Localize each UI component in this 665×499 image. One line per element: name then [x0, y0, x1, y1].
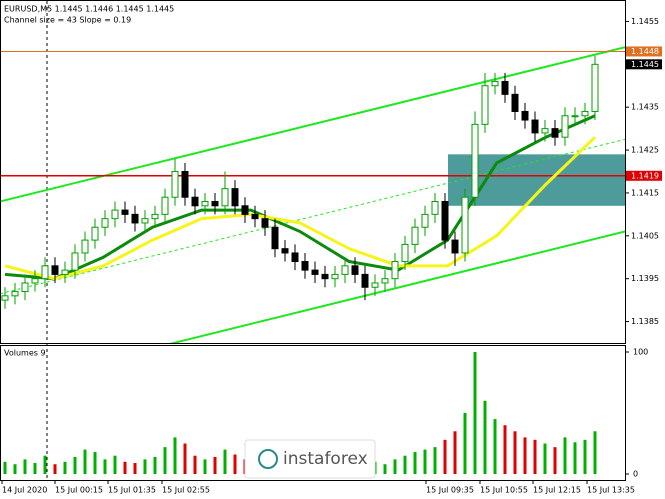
x-tick-label: 14 Jul 2020 [2, 486, 47, 495]
candle-body [511, 93, 519, 112]
channel-line [1, 138, 625, 294]
candle-body [211, 201, 219, 207]
candle-body [501, 80, 509, 95]
candle-body [191, 196, 199, 207]
x-tick-label: 15 Jul 00:15 [55, 486, 103, 495]
candle-body [201, 201, 209, 207]
candle-body [251, 213, 259, 220]
candle-body [451, 239, 459, 254]
candle-body [421, 213, 429, 228]
y-tick-label: 1.1405 [631, 231, 659, 240]
axis-bg [626, 0, 665, 499]
volume-title: Volumes 9 [4, 349, 46, 358]
candle-body [11, 291, 19, 297]
indicator-text: Channel size = 43 Slope = 0.19 [4, 16, 131, 25]
candle-body [291, 252, 299, 263]
x-tick-label: 15 Jul 09:35 [426, 486, 474, 495]
watermark-box [244, 439, 376, 479]
candle-body [331, 273, 339, 280]
candle-body [311, 269, 319, 275]
candle-body [131, 213, 139, 224]
candle-body [231, 188, 239, 207]
last-price-tag [626, 59, 662, 70]
candle-body [591, 63, 599, 112]
candle-body [41, 265, 49, 280]
candle-body [301, 261, 309, 271]
candle-body [271, 226, 279, 250]
x-tick-label: 15 Jul 10:55 [480, 486, 528, 495]
candle-body [371, 282, 379, 288]
candle-body [111, 209, 119, 220]
candle-body [281, 248, 289, 254]
x-tick-label: 15 Jul 13:35 [587, 486, 635, 495]
watermark-icon [258, 449, 278, 469]
candle-body [521, 110, 529, 121]
candle-body [461, 196, 469, 254]
candle-body [21, 282, 29, 293]
moving-average [4, 136, 597, 281]
candle-body [261, 218, 269, 228]
y-tick-label: 1.1425 [631, 146, 659, 155]
candle-body [221, 188, 229, 207]
volume-tick-label: 100 [633, 348, 648, 357]
candle-body [381, 278, 389, 284]
y-tick-label: 1.1395 [631, 274, 659, 283]
y-tick-label: 1.1455 [631, 17, 659, 26]
candle-body [91, 226, 99, 241]
y-tick-label: 1.1435 [631, 103, 659, 112]
support-tag [626, 170, 662, 181]
candle-body [141, 218, 149, 224]
candle-body [571, 115, 579, 118]
candle-body [341, 265, 349, 275]
candle-body [561, 115, 569, 138]
candle-body [161, 196, 169, 215]
resistance-tag-label: 1.1448 [631, 47, 659, 56]
x-tick-label: 15 Jul 02:55 [162, 486, 210, 495]
candle-body [361, 273, 369, 288]
volume-tick-label: 0 [633, 470, 638, 479]
candle-body [61, 269, 69, 275]
channel-line [169, 230, 625, 343]
y-tick-label: 1.1385 [631, 317, 659, 326]
candle-body [471, 123, 479, 198]
candle-body [121, 209, 129, 215]
candle-body [431, 201, 439, 215]
candle-body [441, 201, 449, 241]
candle-body [481, 85, 489, 125]
watermark: instaforex [283, 449, 368, 469]
price-layer [1, 46, 625, 343]
candle-body [31, 278, 39, 284]
moving-average [4, 114, 596, 281]
candle-body [71, 252, 79, 271]
candle-body [181, 171, 189, 198]
candle-body [241, 205, 249, 215]
candle-body [151, 213, 159, 220]
candle-body [541, 128, 549, 134]
candle-body [531, 119, 539, 134]
last-price-tag-label: 1.1445 [631, 60, 659, 69]
y-tick-label: 1.1415 [631, 188, 659, 197]
support-tag-label: 1.1419 [631, 171, 659, 180]
candle-body [491, 80, 499, 87]
x-tick-label: 15 Jul 12:15 [533, 486, 581, 495]
candle-body [411, 226, 419, 245]
candle-body [1, 295, 9, 301]
candle-body [51, 265, 59, 275]
resistance-tag [626, 46, 662, 57]
candle-body [581, 110, 589, 117]
candle-body [351, 265, 359, 275]
x-tick-label: 15 Jul 01:35 [108, 486, 156, 495]
candle-body [171, 171, 179, 198]
candle-body [401, 243, 409, 263]
candle-body [551, 128, 559, 138]
candle-body [321, 273, 329, 280]
candle-body [81, 239, 89, 254]
candle-body [101, 218, 109, 228]
chart-header: EURUSD,M5 1.1445 1.1446 1.1445 1.1445 [4, 5, 174, 14]
candle-body [391, 261, 399, 280]
